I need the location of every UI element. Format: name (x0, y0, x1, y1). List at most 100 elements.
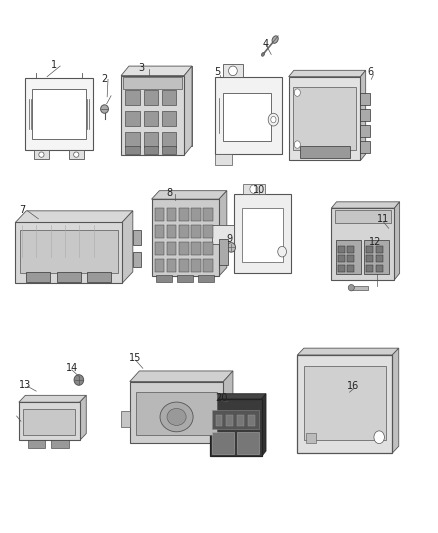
Polygon shape (32, 89, 86, 139)
Bar (203, 259, 213, 272)
Bar (125, 146, 140, 154)
Text: 7: 7 (20, 205, 26, 215)
Bar (212, 410, 259, 429)
Bar (297, 355, 392, 453)
Text: 3: 3 (138, 63, 145, 73)
Ellipse shape (271, 116, 276, 123)
Bar (219, 239, 228, 265)
Bar (179, 225, 188, 238)
Bar (167, 208, 177, 221)
Ellipse shape (227, 243, 236, 252)
Polygon shape (243, 184, 265, 195)
Bar (376, 255, 383, 262)
Text: 13: 13 (19, 379, 31, 390)
Bar (306, 433, 316, 442)
Polygon shape (360, 70, 366, 160)
Polygon shape (394, 202, 399, 280)
Bar (57, 272, 81, 282)
Bar (366, 265, 373, 272)
Text: 20: 20 (215, 393, 228, 403)
Bar (191, 225, 201, 238)
Polygon shape (152, 191, 227, 199)
Text: 6: 6 (367, 67, 373, 77)
Polygon shape (331, 202, 399, 208)
Bar (51, 440, 69, 448)
Bar (338, 246, 345, 253)
Polygon shape (234, 195, 291, 273)
Bar (125, 132, 140, 147)
Bar (177, 275, 193, 282)
Polygon shape (121, 66, 192, 76)
Ellipse shape (250, 185, 258, 193)
Bar (360, 141, 370, 152)
Ellipse shape (101, 105, 109, 114)
Bar (28, 440, 45, 448)
Polygon shape (34, 150, 49, 159)
Bar (360, 125, 370, 136)
Bar (215, 416, 223, 426)
Bar (300, 146, 350, 158)
Ellipse shape (268, 114, 279, 126)
Text: 1: 1 (51, 60, 57, 70)
Ellipse shape (261, 53, 265, 56)
Bar (335, 211, 391, 223)
Bar (20, 230, 117, 273)
Bar (347, 255, 354, 262)
Bar (366, 246, 373, 253)
Bar (155, 225, 164, 238)
Bar (336, 240, 361, 274)
Polygon shape (223, 64, 243, 77)
Polygon shape (80, 395, 86, 440)
Bar (191, 242, 201, 255)
Polygon shape (129, 66, 192, 146)
Bar (152, 199, 219, 276)
Bar (87, 272, 111, 282)
Bar (167, 259, 177, 272)
Bar (191, 259, 201, 272)
Bar (210, 399, 261, 456)
Bar (304, 366, 386, 440)
Bar (331, 208, 394, 280)
Text: 5: 5 (214, 67, 220, 77)
Polygon shape (210, 394, 266, 399)
Polygon shape (69, 150, 84, 159)
Bar (364, 240, 389, 274)
Bar (226, 416, 233, 426)
Bar (338, 255, 345, 262)
Bar (125, 111, 140, 126)
Ellipse shape (74, 375, 84, 385)
Text: 12: 12 (369, 237, 381, 247)
Polygon shape (289, 70, 366, 77)
Ellipse shape (374, 431, 385, 443)
Text: 14: 14 (66, 362, 78, 373)
Bar (360, 93, 370, 105)
Polygon shape (219, 191, 227, 276)
Text: 10: 10 (253, 185, 265, 195)
Bar (156, 275, 173, 282)
Text: 9: 9 (227, 234, 233, 244)
Bar (155, 208, 164, 221)
Polygon shape (297, 348, 399, 355)
Bar (338, 265, 345, 272)
Text: 8: 8 (167, 188, 173, 198)
Bar (191, 208, 201, 221)
Polygon shape (136, 392, 217, 434)
Bar (133, 252, 141, 266)
Bar (360, 109, 370, 120)
Polygon shape (242, 208, 283, 262)
Bar (350, 286, 368, 290)
Bar (121, 76, 184, 155)
Ellipse shape (160, 402, 193, 432)
Polygon shape (130, 382, 223, 442)
Ellipse shape (348, 285, 354, 291)
Ellipse shape (278, 246, 286, 257)
Polygon shape (215, 154, 232, 165)
Bar (179, 259, 188, 272)
Polygon shape (122, 211, 133, 284)
Bar (155, 242, 164, 255)
Bar (289, 77, 360, 160)
Bar (144, 90, 158, 105)
Polygon shape (392, 348, 399, 453)
Bar (203, 242, 213, 255)
Polygon shape (212, 225, 234, 244)
